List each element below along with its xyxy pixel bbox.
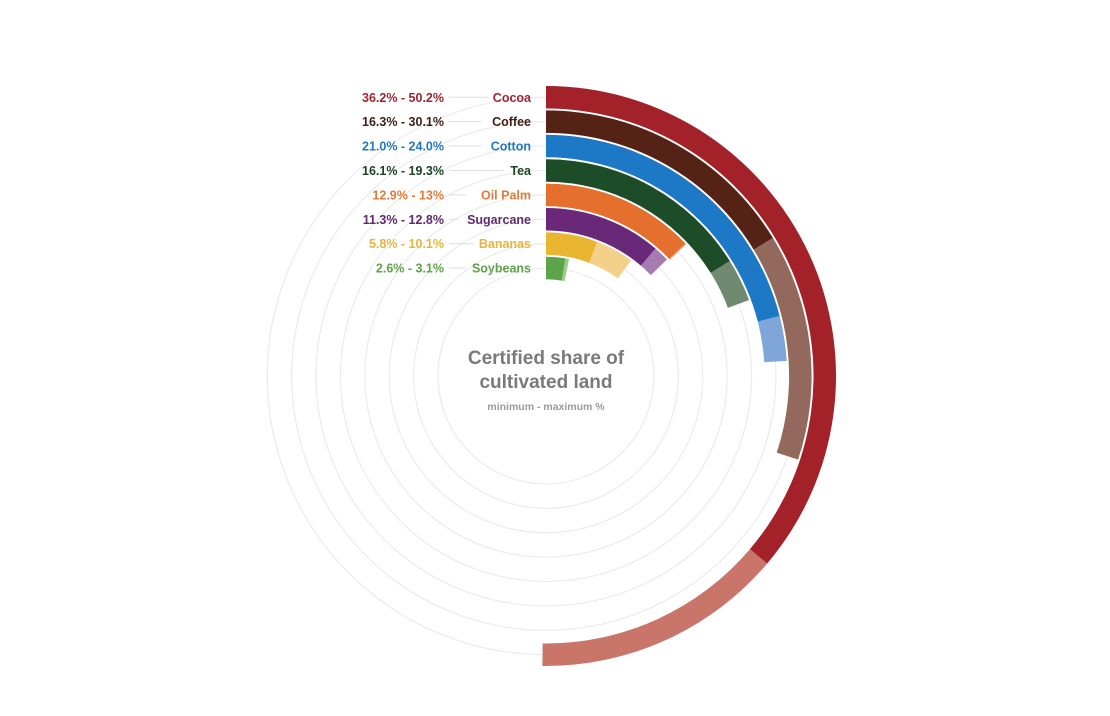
bar-cotton-max — [757, 316, 787, 363]
bar-bananas-min — [546, 232, 598, 263]
bar-oil-palm-max — [669, 243, 687, 260]
bar-sugarcane-min — [546, 208, 656, 266]
bar-soybeans-max — [561, 258, 570, 282]
range-label-cotton: 21.0% - 24.0% — [362, 140, 444, 154]
guide-circle — [437, 267, 655, 485]
chart-subtitle: minimum - maximum % — [487, 401, 605, 413]
bar-cocoa-max — [542, 549, 768, 666]
chart-title-line2: cultivated land — [479, 372, 612, 393]
range-label-sugarcane: 11.3% - 12.8% — [363, 213, 444, 227]
range-label-cocoa: 36.2% - 50.2% — [362, 91, 444, 105]
range-label-oil-palm: 12.9% - 13% — [372, 188, 444, 202]
bar-cotton-min — [546, 134, 780, 322]
label-group: Cocoa 36.2% - 50.2% Coffee 16.3% - 30.1% Cot… — [362, 91, 532, 276]
bar-coffee-max — [753, 237, 812, 460]
label-cocoa: Cocoa — [493, 91, 532, 105]
range-label-bananas: 5.8% - 10.1% — [369, 237, 444, 251]
label-soybeans: Soybeans — [472, 262, 531, 276]
range-label-tea: 16.1% - 19.3% — [362, 164, 444, 178]
bar-sugarcane-max — [640, 248, 668, 276]
guide-circle — [388, 218, 704, 534]
bar-tea-min — [546, 159, 730, 273]
bar-oil-palm-min — [546, 183, 686, 259]
label-oil-palm: Oil Palm — [481, 188, 531, 202]
guide-circle — [315, 145, 777, 607]
chart-title-line1: Certified share of — [468, 348, 625, 369]
center-caption: Certified share of cultivated land minim… — [468, 348, 625, 413]
label-tea: Tea — [510, 164, 532, 178]
bar-tea-max — [710, 260, 750, 308]
label-bananas: Bananas — [479, 237, 531, 251]
range-label-coffee: 16.3% - 30.1% — [362, 115, 444, 129]
range-label-soybeans: 2.6% - 3.1% — [376, 262, 444, 276]
bar-cocoa-min — [546, 86, 837, 564]
bar-soybeans-min — [546, 256, 566, 281]
bar-bananas-max — [589, 241, 632, 279]
guide-circle — [339, 169, 753, 583]
label-sugarcane: Sugarcane — [467, 213, 531, 227]
guide-circle — [364, 194, 728, 558]
label-cotton: Cotton — [491, 140, 531, 154]
bar-group — [542, 86, 837, 666]
bar-coffee-min — [546, 110, 773, 250]
guide-circle — [413, 243, 679, 509]
label-coffee: Coffee — [492, 115, 531, 129]
